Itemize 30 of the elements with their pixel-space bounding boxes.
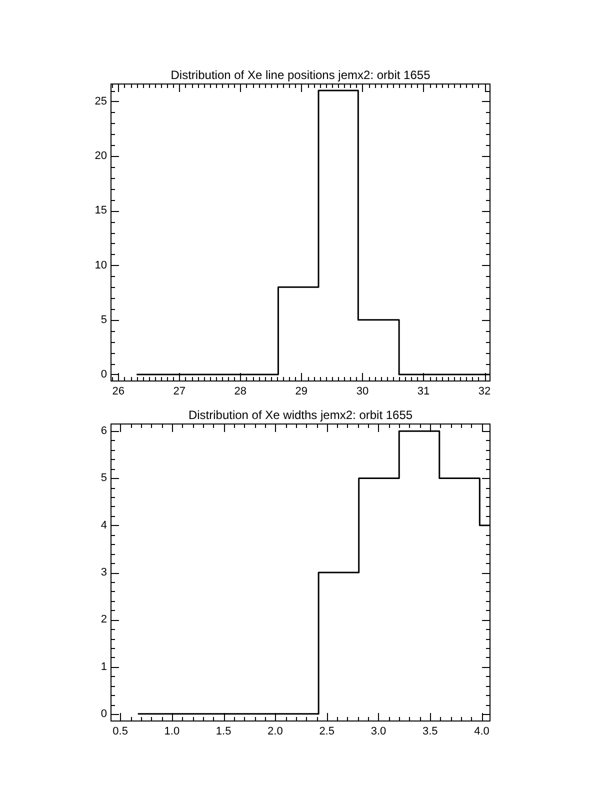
x-tick-label: 3.0 xyxy=(370,726,386,738)
x-tick-label: 1.5 xyxy=(216,726,232,738)
y-tick-label: 5 xyxy=(100,314,107,326)
y-tick-label: 0 xyxy=(100,708,107,720)
y-tick-label: 1 xyxy=(100,660,107,673)
x-tick-label: 28 xyxy=(234,386,247,398)
y-tick-label: 3 xyxy=(100,566,107,579)
y-tick-label: 5 xyxy=(100,472,107,484)
y-tick-label: 25 xyxy=(94,96,107,108)
y-tick-label: 20 xyxy=(94,150,107,162)
x-tick-label: 3.5 xyxy=(422,726,438,738)
y-tick-label: 2 xyxy=(100,614,107,626)
x-tick-label: 27 xyxy=(173,386,186,398)
y-tick-label: 0 xyxy=(100,368,107,380)
chart-title: Distribution of Xe widths jemx2: orbit 1655 xyxy=(188,408,413,422)
x-tick-label: 29 xyxy=(295,386,308,398)
x-tick-label: 30 xyxy=(356,386,369,398)
x-tick-label: 2.0 xyxy=(268,726,283,738)
y-tick-label: 6 xyxy=(100,425,107,438)
y-tick-label: 10 xyxy=(94,259,107,272)
y-tick-label: 4 xyxy=(100,519,107,532)
x-tick-label: 31 xyxy=(417,386,430,398)
x-tick-label: 2.5 xyxy=(319,726,334,738)
y-tick-label: 15 xyxy=(94,204,107,217)
x-tick-label: 4.0 xyxy=(474,726,490,738)
x-tick-label: 32 xyxy=(478,386,491,398)
x-tick-label: 0.5 xyxy=(112,726,128,738)
x-tick-label: 1.0 xyxy=(164,726,180,738)
chart-title: Distribution of Xe line positions jemx2: orbit 1655 xyxy=(170,68,431,82)
x-tick-label: 26 xyxy=(112,386,124,398)
